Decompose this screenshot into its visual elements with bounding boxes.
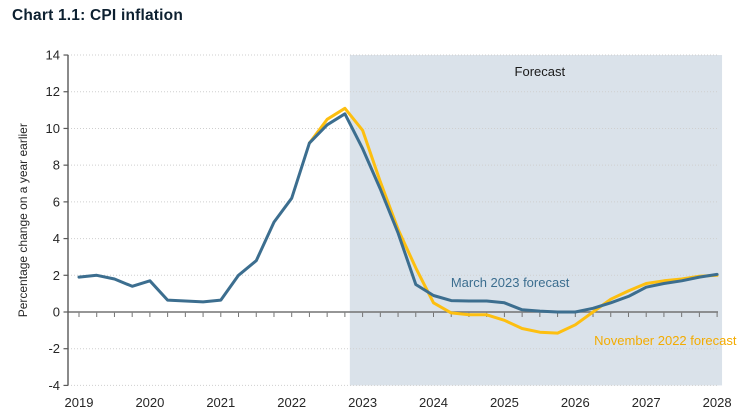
x-tick-label: 2026 — [561, 395, 590, 410]
y-tick-label: 4 — [53, 231, 60, 246]
annotation-march-2023-forecast: March 2023 forecast — [451, 275, 570, 290]
x-tick-label: 2024 — [419, 395, 448, 410]
y-tick-label: 14 — [46, 48, 60, 63]
x-tick-label: 2027 — [632, 395, 661, 410]
y-tick-label: 12 — [46, 84, 60, 99]
x-tick-label: 2022 — [277, 395, 306, 410]
series-line-november-2022-forecast — [307, 106, 719, 335]
y-axis-title: Percentage change on a year earlier — [16, 123, 30, 317]
series-line-march-2023-forecast — [77, 112, 719, 314]
y-tick-label: 8 — [53, 158, 60, 173]
x-tick-label: 2021 — [206, 395, 235, 410]
annotation-november-2022-forecast: November 2022 forecast — [594, 333, 737, 348]
x-tick-label: 2028 — [703, 395, 732, 410]
y-tick-label: -4 — [48, 378, 60, 393]
x-tick-label: 2025 — [490, 395, 519, 410]
y-tick-label: 10 — [46, 121, 60, 136]
y-tick-label: 0 — [53, 305, 60, 320]
x-tick-label: 2023 — [348, 395, 377, 410]
page-title: Chart 1.1: CPI inflation — [12, 7, 184, 24]
y-tick-label: -2 — [48, 341, 60, 356]
y-tick-label: 6 — [53, 194, 60, 209]
x-tick-label: 2019 — [65, 395, 94, 410]
x-tick-label: 2020 — [135, 395, 164, 410]
annotation-forecast: Forecast — [515, 64, 566, 79]
y-tick-label: 2 — [53, 268, 60, 283]
